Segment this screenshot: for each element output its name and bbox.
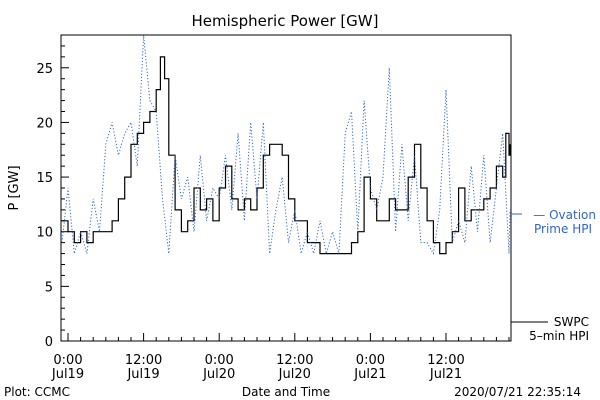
y-tick-label: 5 (45, 280, 53, 295)
series-layer (61, 34, 511, 256)
x-axis: 0:00Jul1912:00Jul190:00Jul2012:00Jul200:… (51, 333, 510, 382)
y-tick-label: 0 (45, 335, 53, 350)
x-tick-time: 12:00 (125, 353, 162, 368)
legend-ovation-label: — Ovation (533, 208, 596, 222)
y-tick-label: 25 (36, 62, 53, 77)
x-tick-time: 12:00 (276, 353, 313, 368)
x-tick-day: Jul20 (278, 367, 311, 382)
y-axis: 0 5 10 15 20 25 (36, 34, 69, 350)
x-tick-day: Jul21 (353, 367, 386, 382)
y-tick-label: 20 (36, 116, 53, 131)
x-tick-time: 0:00 (356, 353, 385, 368)
x-axis-label: Date and Time (242, 385, 330, 399)
x-tick-time: 0:00 (205, 353, 234, 368)
y-axis-label: P [GW] (7, 165, 22, 210)
swpc-hpi-line (62, 56, 511, 255)
legend-ovation-label: Prime HPI (534, 222, 592, 236)
y-tick-label: 10 (36, 226, 53, 241)
legend-swpc-label: SWPC (554, 315, 589, 329)
x-tick-day: Jul19 (126, 367, 159, 382)
x-tick-day: Jul21 (429, 367, 462, 382)
plot-frame (60, 34, 512, 342)
ovation-hpi-line (61, 34, 511, 256)
plot-timestamp: 2020/07/21 22:35:14 (454, 385, 581, 399)
legend-swpc-label: 5–min HPI (529, 329, 589, 343)
y-tick-label: 15 (36, 171, 53, 186)
chart-title: Hemispheric Power [GW] (192, 12, 379, 30)
x-tick-day: Jul19 (51, 367, 84, 382)
x-tick-time: 0:00 (53, 353, 82, 368)
x-tick-day: Jul20 (202, 367, 235, 382)
plot-credit: Plot: CCMC (4, 385, 70, 399)
x-tick-time: 12:00 (427, 353, 464, 368)
